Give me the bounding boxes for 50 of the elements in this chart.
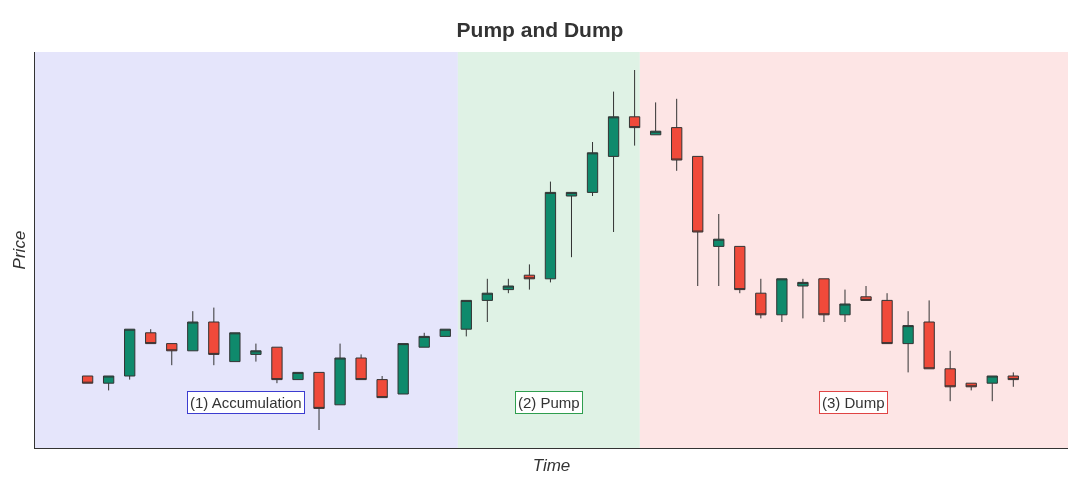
candlestick (102, 375, 115, 391)
candlestick (923, 299, 935, 370)
candlestick (250, 343, 262, 363)
candlestick (439, 328, 451, 337)
x-axis-title: Time (532, 455, 571, 475)
candlestick (334, 343, 346, 406)
candlestick (565, 191, 578, 258)
candlestick (481, 278, 493, 323)
candlestick (944, 350, 956, 402)
candlestick (755, 278, 767, 319)
candlestick (1007, 371, 1019, 388)
candlestick (397, 343, 409, 395)
candlestick (839, 289, 851, 323)
candlestick (881, 292, 893, 345)
candlestick (586, 141, 599, 197)
candlestick (145, 328, 157, 345)
candlestick (355, 353, 367, 381)
candlestick (418, 332, 430, 348)
annotation: (3) Dump (822, 394, 885, 411)
candlestick (860, 285, 872, 301)
candlestick (292, 371, 304, 381)
candlestick (797, 278, 809, 319)
candlestick (313, 371, 325, 431)
candlestick (986, 375, 998, 402)
candlestick (124, 328, 136, 381)
candlestick (81, 375, 94, 384)
candlestick (776, 278, 788, 323)
candlestick (713, 213, 725, 287)
candlestick (271, 346, 283, 384)
candlestick (544, 181, 557, 283)
candlestick (166, 343, 178, 366)
annotation: (1) Accumulation (190, 394, 302, 411)
candlestick (502, 278, 515, 294)
candlestick (376, 375, 388, 399)
candlestick (902, 310, 914, 373)
candlestick (649, 101, 662, 136)
candlestick (818, 278, 830, 323)
candlestick (208, 307, 220, 366)
y-axis-title: Price (9, 230, 29, 270)
candlestick (628, 69, 641, 147)
candlestick (692, 155, 704, 287)
annotation: (2) Pump (518, 394, 580, 411)
candlestick (187, 310, 199, 352)
candlestick (671, 98, 683, 172)
candlestick (460, 299, 472, 337)
candlestick (523, 263, 536, 291)
chart-title: Pump and Dump (456, 17, 624, 41)
candlestick (607, 91, 620, 233)
candlestick (734, 245, 746, 294)
candlestick (229, 332, 241, 363)
